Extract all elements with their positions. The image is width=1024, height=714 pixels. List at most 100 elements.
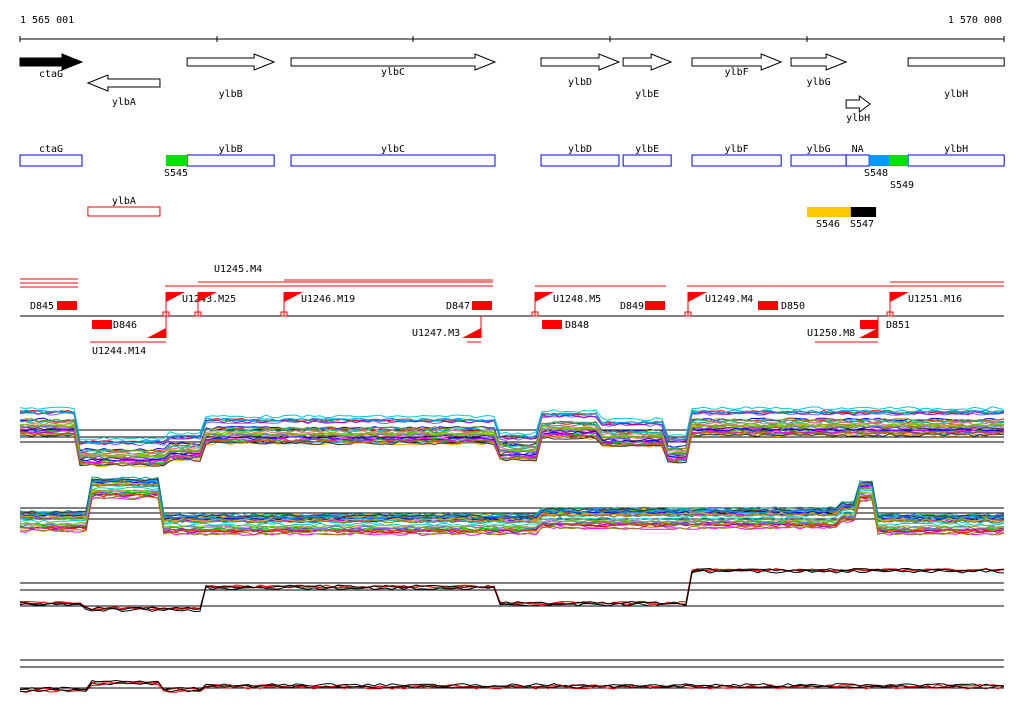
- upshift-marker: [684, 311, 692, 317]
- downshift-marker: [92, 320, 112, 329]
- downshift-marker: [57, 301, 77, 310]
- upshift-flag: [859, 328, 878, 338]
- gene-label: ylbG: [807, 77, 831, 88]
- downshift-label: D848: [565, 320, 589, 331]
- annotation-label: ylbC: [381, 144, 405, 155]
- expression-profile-line: [19, 423, 1005, 458]
- expression-profile-line: [19, 682, 1005, 693]
- downshift-marker: [472, 301, 492, 310]
- annotation-box-ylbA: [87, 206, 161, 217]
- downshift-marker: [860, 320, 878, 329]
- annotation-box-ylbF: [691, 154, 782, 167]
- upshift-label: U1246.M19: [301, 294, 355, 305]
- upshift-flag: [462, 328, 481, 338]
- expression-profile-line: [20, 431, 1005, 466]
- expression-profile-line: [19, 421, 1005, 456]
- expression-profile-line: [19, 429, 1005, 464]
- upshift-label: U1248.M5: [553, 294, 601, 305]
- downshift-label: D846: [113, 320, 137, 331]
- annotation-label: ylbA: [112, 196, 136, 207]
- gene-arrow-ylbD: [540, 53, 621, 71]
- gene-arrow-ylbH: [907, 57, 1005, 67]
- upshift-flag: [198, 292, 217, 302]
- gene-arrow-ylbH: [845, 95, 871, 113]
- annotation-track: ctaG ylbB ylbC ylbD ylbE ylbF ylbG NA ylbH ylbA S5…: [19, 144, 1005, 230]
- annotation-box-ylbD: [540, 154, 620, 167]
- upshift-label: U1244.M14: [92, 346, 146, 357]
- downshift-label: D849: [620, 301, 644, 312]
- annotation-box-ylbH: [907, 154, 1005, 167]
- expression-profile-line: [19, 478, 1005, 519]
- upshift-flag: [284, 292, 303, 302]
- annotation-label: ylbG: [807, 144, 831, 155]
- expression-profile-line: [19, 681, 1005, 693]
- segment-label: S548: [864, 168, 888, 179]
- expression-profile-line: [19, 409, 1005, 444]
- gene-label: ctaG: [39, 69, 63, 80]
- upshift-label: U1249.M4: [705, 294, 753, 305]
- segment-label: S547: [850, 219, 874, 230]
- downshift-label: D851: [886, 320, 910, 331]
- upshift-marker: [531, 311, 539, 317]
- upshift-marker: [280, 311, 288, 317]
- downshift-marker: [645, 301, 665, 310]
- expression-profile-line: [19, 569, 1005, 613]
- annotation-box-NA: [845, 154, 870, 167]
- gene-label: ylbH: [944, 89, 968, 100]
- transcription-track: D845 D846 D847 D848 D849 D850 D851 U1243.M25 U12…: [20, 264, 1004, 357]
- expression-profile-line: [19, 417, 1005, 453]
- axis-start-label: 1 565 001: [20, 15, 74, 26]
- gene-arrow-ylbG: [790, 53, 848, 71]
- expression-profile-line: [19, 488, 1005, 529]
- annotation-box-ylbB: [186, 154, 275, 167]
- gene-label: ylbB: [219, 89, 243, 100]
- expression-profile-line: [19, 567, 1005, 611]
- annotation-label: NA: [852, 144, 864, 155]
- segment-label: S545: [164, 168, 188, 179]
- annotation-label: ylbD: [568, 144, 592, 155]
- downshift-label: D847: [446, 301, 470, 312]
- gene-arrow-ctaG: [19, 53, 84, 71]
- axis-ticks: [19, 36, 1005, 42]
- segment-S546: [806, 207, 851, 217]
- expression-profile-line: [19, 482, 1005, 523]
- segment-S547: [850, 207, 877, 217]
- annotation-label: ylbH: [944, 144, 968, 155]
- annotation-label: ctaG: [39, 144, 63, 155]
- segment-label: S546: [816, 219, 840, 230]
- expression-profile-line: [19, 479, 1005, 520]
- downshift-label: D850: [781, 301, 805, 312]
- annotation-box-ctaG: [19, 154, 83, 167]
- upshift-label: U1247.M3: [412, 328, 460, 339]
- annotation-box-ylbE: [622, 154, 672, 167]
- segment-S549: [889, 155, 909, 166]
- gene-arrow-ylbA: [86, 74, 161, 92]
- annotation-label: ylbB: [219, 144, 243, 155]
- upshift-flag: [890, 292, 909, 302]
- upshift-label: U1250.M8: [807, 328, 855, 339]
- downshift-label: D845: [30, 301, 54, 312]
- segment-S545: [165, 155, 188, 166]
- annotation-label: ylbF: [725, 144, 749, 155]
- axis-end-label: 1 570 000: [948, 15, 1002, 26]
- gene-label: ylbA: [112, 97, 136, 108]
- upshift-label: U1245.M4: [214, 264, 262, 275]
- annotation-box-ylbC: [290, 154, 496, 167]
- gene-label: ylbF: [725, 67, 749, 78]
- expression-profile-line: [19, 425, 1005, 460]
- expression-profile-line: [19, 495, 1005, 536]
- upshift-marker: [886, 311, 894, 317]
- gene-label: ylbC: [381, 67, 405, 78]
- upshift-label: U1243.M25: [182, 294, 236, 305]
- upshift-marker: [194, 311, 202, 317]
- expression-profile-line: [19, 492, 1005, 533]
- annotation-label: ylbE: [635, 144, 659, 155]
- expression-profile-line: [19, 409, 1005, 444]
- expression-profile-line: [19, 476, 1005, 517]
- segment-S548: [869, 155, 890, 166]
- expression-profile-line: [19, 428, 1005, 463]
- gene-arrow-ylbE: [622, 53, 673, 71]
- segment-label: S549: [890, 180, 914, 191]
- upshift-flag: [688, 292, 707, 302]
